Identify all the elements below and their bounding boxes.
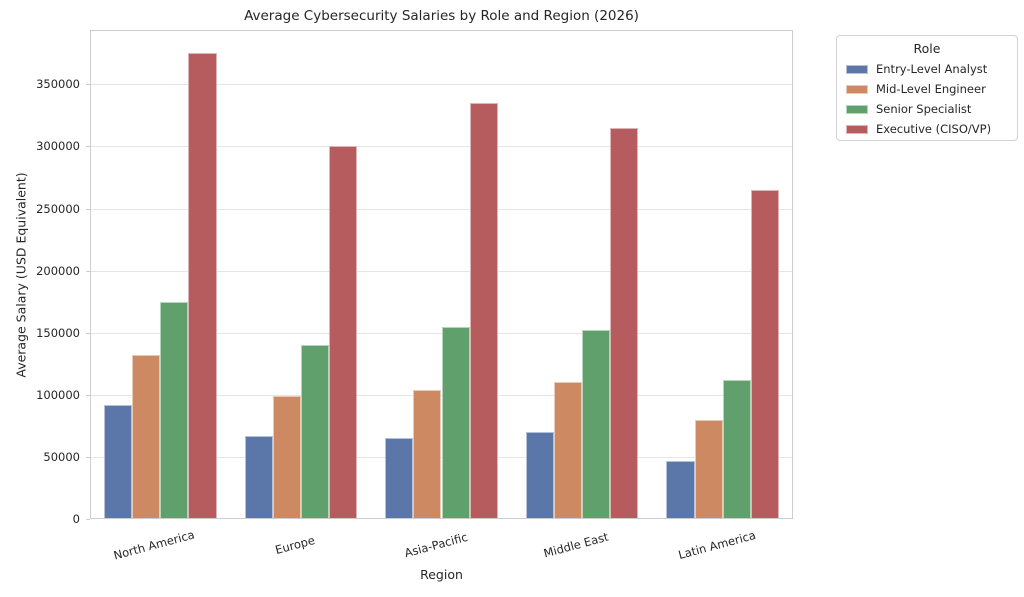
bar-entry-level-analyst-asia-pacific — [385, 438, 414, 519]
x-tick-label: Asia-Pacific — [402, 529, 469, 561]
y-tick-mark — [86, 208, 90, 210]
legend-item: Mid-Level Engineer — [837, 79, 1017, 99]
bar-senior-specialist-asia-pacific — [441, 326, 470, 519]
y-tick-label: 250000 — [36, 201, 80, 216]
y-tick-label: 350000 — [36, 77, 80, 92]
legend-item: Entry-Level Analyst — [837, 59, 1017, 79]
y-tick-mark — [86, 270, 90, 272]
legend-item: Executive (CISO/VP) — [837, 119, 1017, 139]
plot-area — [90, 30, 793, 519]
bar-mid-level-engineer-north-america — [132, 355, 161, 519]
legend-swatch-icon — [846, 64, 868, 74]
y-tick-mark — [86, 332, 90, 334]
legend-item-label: Executive (CISO/VP) — [876, 122, 992, 136]
y-tick-mark — [86, 146, 90, 148]
gridline — [90, 84, 793, 86]
bar-senior-specialist-europe — [300, 345, 329, 519]
legend-item: Senior Specialist — [837, 99, 1017, 119]
x-tick-label: Europe — [273, 533, 317, 557]
y-tick-label: 150000 — [36, 325, 80, 340]
y-tick-label: 300000 — [36, 139, 80, 154]
bar-mid-level-engineer-europe — [272, 396, 301, 519]
bar-entry-level-analyst-middle-east — [525, 432, 554, 519]
x-tick-label: Middle East — [542, 529, 611, 561]
x-tick-label: Latin America — [676, 527, 757, 563]
legend-items: Entry-Level Analyst Mid-Level Engineer Sen… — [837, 59, 1017, 139]
gridline — [90, 270, 793, 272]
legend-swatch-icon — [846, 104, 868, 114]
y-tick-mark — [86, 394, 90, 396]
bar-executive-ciso-vp--north-america — [188, 53, 217, 519]
bar-mid-level-engineer-latin-america — [694, 419, 723, 519]
bar-senior-specialist-north-america — [160, 301, 189, 519]
bar-mid-level-engineer-middle-east — [553, 382, 583, 519]
x-axis-label: Region — [420, 567, 463, 582]
legend-item-label: Entry-Level Analyst — [876, 62, 988, 76]
chart-title: Average Cybersecurity Salaries by Role a… — [244, 8, 639, 24]
bar-executive-ciso-vp--latin-america — [750, 189, 779, 519]
y-tick-label: 200000 — [36, 263, 80, 278]
bar-senior-specialist-middle-east — [582, 330, 611, 519]
y-tick-mark — [86, 84, 90, 86]
legend-swatch-icon — [846, 84, 868, 94]
y-tick-label: 0 — [72, 512, 80, 526]
bar-entry-level-analyst-north-america — [104, 404, 133, 519]
gridline — [90, 146, 793, 148]
bar-executive-ciso-vp--middle-east — [610, 127, 639, 519]
y-tick-mark — [86, 456, 90, 458]
bar-senior-specialist-latin-america — [722, 379, 751, 519]
legend-title: Role — [913, 41, 941, 56]
bar-executive-ciso-vp--europe — [329, 146, 358, 519]
y-tick-label: 50000 — [43, 449, 80, 464]
legend-item-label: Mid-Level Engineer — [876, 82, 986, 96]
legend-swatch-icon — [846, 124, 868, 134]
gridline — [90, 208, 793, 210]
bar-entry-level-analyst-latin-america — [666, 460, 695, 519]
legend-item-label: Senior Specialist — [876, 102, 972, 116]
bar-mid-level-engineer-asia-pacific — [413, 389, 442, 519]
bar-entry-level-analyst-europe — [244, 435, 273, 519]
legend: Role Entry-Level Analyst Mid-Level Engine… — [836, 35, 1018, 141]
y-tick-mark — [86, 519, 90, 520]
x-tick-label: North America — [112, 527, 197, 563]
bar-executive-ciso-vp--asia-pacific — [469, 102, 498, 519]
y-tick-label: 100000 — [36, 387, 80, 402]
